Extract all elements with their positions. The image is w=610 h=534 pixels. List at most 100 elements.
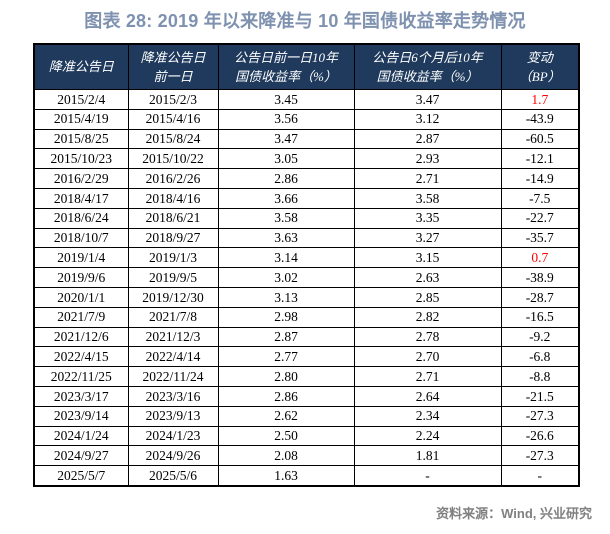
cell-change_bp: -28.7	[500, 286, 580, 308]
cell-prev_day: 2023/3/16	[127, 385, 219, 407]
cell-announce_date: 2015/2/4	[33, 89, 129, 110]
cell-prev_day: 2015/4/16	[127, 108, 219, 130]
col-header-yield-6m-after: 公告日6个月后10年 国债收益率（%）	[353, 43, 502, 90]
cell-announce_date: 2020/1/1	[33, 286, 129, 308]
cell-change_bp: -7.5	[500, 187, 580, 209]
cell-announce_date: 2018/10/7	[33, 227, 129, 249]
cell-prev_day: 2018/4/16	[127, 187, 219, 209]
table-row: 2019/1/4 2019/1/3 3.14 3.15 0.7	[33, 247, 580, 269]
cell-announce_date: 2024/9/27	[33, 445, 129, 467]
table-row: 2025/5/7 2025/5/6 1.63- -	[33, 465, 580, 487]
cell-yield_6m_after: 3.12	[353, 108, 502, 130]
cell-change_bp: -	[500, 465, 580, 487]
cell-yield_6m_after: 2.63	[353, 267, 502, 288]
header-row: 降准公告日 降准公告日 前一日 公告日前一日10年 国债收益率（%） 公告日6个…	[33, 43, 580, 90]
table-row: 2021/7/9 2021/7/8 2.98 2.82 -16.5	[33, 306, 580, 328]
cell-prev_day: 2024/1/23	[127, 425, 219, 447]
cell-prev_day: 2015/10/22	[127, 148, 219, 170]
cell-yield_6m_after: 2.82	[353, 306, 502, 328]
cell-yield_before: 2.08	[217, 445, 355, 467]
table-header: 降准公告日 降准公告日 前一日 公告日前一日10年 国债收益率（%） 公告日6个…	[33, 43, 580, 90]
cell-yield_6m_after: 2.24	[353, 425, 502, 447]
table-row: 2022/4/15 2022/4/14 2.77 2.70 -6.8	[33, 346, 580, 368]
cell-announce_date: 2019/9/6	[33, 267, 129, 288]
cell-change_bp: -22.7	[500, 207, 580, 229]
col-header-yield-before: 公告日前一日10年 国债收益率（%）	[217, 43, 355, 90]
cell-announce_date: 2018/6/24	[33, 207, 129, 229]
cell-change_bp: -6.8	[500, 346, 580, 368]
cell-prev_day: 2023/9/13	[127, 405, 219, 427]
cell-prev_day: 2021/12/3	[127, 326, 219, 348]
cell-yield_6m_after: 3.47	[353, 89, 502, 110]
cell-yield_before: 3.02	[217, 267, 355, 288]
cell-prev_day: 2022/4/14	[127, 346, 219, 368]
cell-yield_before: 2.77	[217, 346, 355, 368]
cell-prev_day: 2018/9/27	[127, 227, 219, 249]
cell-yield_6m_after: 2.70	[353, 346, 502, 368]
cell-announce_date: 2025/5/7	[33, 465, 129, 487]
table-body: 2015/2/4 2015/2/3 3.45 3.47 1.7 2015/4/19 2015…	[33, 89, 580, 487]
cell-change_bp: -43.9	[500, 108, 580, 130]
cell-change_bp: -8.8	[500, 366, 580, 387]
cell-announce_date: 2024/1/24	[33, 425, 129, 447]
cell-change_bp: -9.2	[500, 326, 580, 348]
table-row: 2015/10/23 2015/10/22 3.05 2.93 -12.1	[33, 148, 580, 170]
col-header-rrr-announce-date: 降准公告日	[33, 43, 129, 90]
cell-yield_6m_after: 2.34	[353, 405, 502, 427]
cell-yield_6m_after: 3.15	[353, 247, 502, 269]
cell-yield_before: 2.86	[217, 385, 355, 407]
cell-announce_date: 2018/4/17	[33, 187, 129, 209]
cell-yield_before: 1.63	[217, 465, 355, 487]
table-row: 2023/9/14 2023/9/13 2.62 2.34 -27.3	[33, 405, 580, 427]
cell-yield_6m_after: 2.93	[353, 148, 502, 170]
cell-announce_date: 2022/11/25	[33, 366, 129, 387]
cell-prev_day: 2024/9/26	[127, 445, 219, 467]
cell-prev_day: 2018/6/21	[127, 207, 219, 229]
table-row: 2015/2/4 2015/2/3 3.45 3.47 1.7	[33, 89, 580, 110]
table-row: 2015/8/25 2015/8/24 3.47 2.87 -60.5	[33, 128, 580, 150]
table-row: 2021/12/6 2021/12/3 2.87 2.78 -9.2	[33, 326, 580, 348]
cell-announce_date: 2016/2/29	[33, 168, 129, 189]
cell-change_bp: -12.1	[500, 148, 580, 170]
cell-yield_6m_after: 2.71	[353, 168, 502, 189]
cell-yield_before: 3.47	[217, 128, 355, 150]
cell-change_bp: 1.7	[500, 89, 580, 110]
cell-change_bp: -16.5	[500, 306, 580, 328]
cell-change_bp: 0.7	[500, 247, 580, 269]
cell-change_bp: -26.6	[500, 425, 580, 447]
table-row: 2023/3/17 2023/3/16 2.86 2.64 -21.5	[33, 385, 580, 407]
cell-change_bp: -60.5	[500, 128, 580, 150]
table-row: 2016/2/29 2016/2/26 2.86 2.71 -14.9	[33, 168, 580, 189]
cell-yield_before: 3.14	[217, 247, 355, 269]
cell-yield_before: 2.80	[217, 366, 355, 387]
cell-yield_6m_after: 3.35	[353, 207, 502, 229]
cell-change_bp: -14.9	[500, 168, 580, 189]
cell-yield_before: 2.62	[217, 405, 355, 427]
table-row: 2018/6/24 2018/6/21 3.58 3.35 -22.7	[33, 207, 580, 229]
col-header-change-bp: 变动 （BP）	[500, 43, 580, 90]
cell-prev_day: 2022/11/24	[127, 366, 219, 387]
cell-yield_before: 3.66	[217, 187, 355, 209]
cell-yield_before: 3.63	[217, 227, 355, 249]
cell-yield_before: 3.56	[217, 108, 355, 130]
cell-yield_6m_after: 2.87	[353, 128, 502, 150]
cell-yield_before: 3.45	[217, 89, 355, 110]
cell-announce_date: 2022/4/15	[33, 346, 129, 368]
cell-prev_day: 2019/9/5	[127, 267, 219, 288]
cell-yield_6m_after: 3.27	[353, 227, 502, 249]
cell-yield_before: 2.86	[217, 168, 355, 189]
cell-announce_date: 2015/4/19	[33, 108, 129, 130]
col-header-prev-day: 降准公告日 前一日	[127, 43, 219, 90]
cell-prev_day: 2015/2/3	[127, 89, 219, 110]
cell-yield_6m_after: 2.71	[353, 366, 502, 387]
cell-prev_day: 2019/1/3	[127, 247, 219, 269]
table-row: 2024/1/24 2024/1/23 2.50 2.24 -26.6	[33, 425, 580, 447]
cell-prev_day: 2016/2/26	[127, 168, 219, 189]
cell-yield_before: 2.50	[217, 425, 355, 447]
cell-change_bp: -21.5	[500, 385, 580, 407]
cell-announce_date: 2015/10/23	[33, 148, 129, 170]
table-row: 2018/10/7 2018/9/27 3.63 3.27 -35.7	[33, 227, 580, 249]
cell-announce_date: 2021/7/9	[33, 306, 129, 328]
cell-yield_6m_after: 2.85	[353, 286, 502, 308]
rrr-yield-table: 降准公告日 降准公告日 前一日 公告日前一日10年 国债收益率（%） 公告日6个…	[33, 43, 580, 487]
